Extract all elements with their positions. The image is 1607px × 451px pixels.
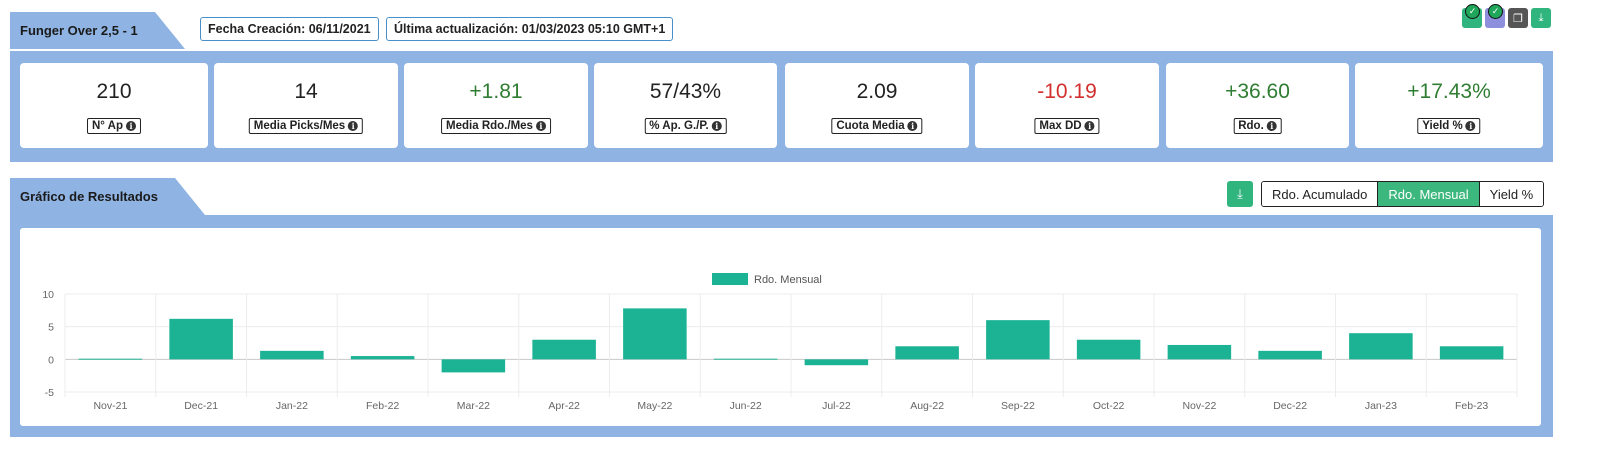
kpi-value: +1.81 — [469, 80, 523, 103]
x-tick-label: May-22 — [637, 400, 672, 412]
kpi-label[interactable]: Rdo. i — [1233, 118, 1282, 134]
kpi-value: 14 — [294, 80, 318, 103]
view-toggle-button[interactable]: Yield % — [1479, 182, 1544, 206]
view-toggle-button[interactable]: Rdo. Mensual — [1378, 182, 1480, 206]
chart-bar — [441, 359, 506, 373]
approve-check-icon[interactable]: ✓ — [1462, 4, 1482, 28]
x-tick-label: Feb-22 — [366, 400, 399, 412]
results-chart-tab: Gráfico de Resultados — [10, 178, 205, 215]
x-tick-label: Apr-22 — [548, 400, 580, 412]
kpi-label-text: Rdo. — [1238, 120, 1264, 132]
info-icon[interactable]: i — [1465, 121, 1476, 131]
chart-panel: -5 0 5 10 Nov-21 Dec-21 Jan-22 Feb-22 Mar-22 Apr-… — [10, 215, 1553, 437]
y-tick-label: 5 — [48, 322, 54, 334]
chart-bar — [1349, 333, 1413, 360]
kpi-label-text: Media Rdo./Mes — [446, 120, 533, 132]
legend-label: Rdo. Mensual — [754, 274, 822, 286]
kpi-card: -10.19 Max DD i — [975, 63, 1159, 148]
kpi-label-text: % Ap. G./P. — [649, 120, 709, 132]
x-tick-label: Feb-23 — [1455, 400, 1488, 412]
kpi-label-text: Max DD — [1039, 120, 1082, 132]
y-tick-label: 0 — [48, 354, 54, 366]
kpi-label-text: Cuota Media — [836, 120, 905, 132]
kpi-label[interactable]: Media Picks/Mes i — [248, 118, 364, 134]
kpi-label[interactable]: Cuota Media i — [831, 118, 923, 134]
x-tick-label: Mar-22 — [457, 400, 490, 412]
x-tick-label: Nov-21 — [93, 400, 127, 412]
x-tick-label: Dec-22 — [1273, 400, 1307, 412]
x-tick-label: Sep-22 — [1001, 400, 1035, 412]
download-icon: ⤓ — [1237, 186, 1243, 201]
kpi-value: 210 — [96, 80, 132, 103]
kpi-value: 57/43% — [649, 80, 722, 103]
chart-bar — [1439, 346, 1504, 360]
view-toggle-button[interactable]: Rdo. Acumulado — [1262, 182, 1379, 206]
x-tick-label: Aug-22 — [910, 400, 944, 412]
chart-bar — [1258, 350, 1322, 360]
kpi-label[interactable]: Max DD i — [1034, 118, 1100, 134]
kpi-card: 210 N° Ap i — [20, 63, 208, 148]
x-tick-label: Jan-23 — [1365, 400, 1397, 412]
info-icon[interactable]: i — [535, 121, 546, 131]
chart-bar — [895, 346, 959, 360]
legend-swatch — [712, 273, 748, 285]
x-tick-label: Nov-22 — [1182, 400, 1216, 412]
kpi-label-text: Yield % — [1422, 120, 1463, 132]
kpi-card: +36.60 Rdo. i — [1166, 63, 1349, 148]
x-tick-label: Jul-22 — [822, 400, 851, 412]
kpi-value: 2.09 — [856, 80, 898, 103]
kpi-value: +36.60 — [1225, 80, 1290, 103]
chart-bar — [350, 356, 415, 360]
creation-date-badge: Fecha Creación: 06/11/2021 — [200, 17, 379, 41]
chart-bar — [532, 339, 596, 360]
info-icon[interactable]: i — [126, 121, 137, 131]
x-tick-label: Oct-22 — [1093, 400, 1125, 412]
copy-icon[interactable]: ❐ — [1508, 8, 1528, 28]
x-tick-label: Dec-21 — [184, 400, 218, 412]
monthly-results-chart: -5 0 5 10 Nov-21 Dec-21 Jan-22 Feb-22 Mar-22 Apr-… — [42, 273, 1518, 412]
kpi-card: 14 Media Picks/Mes i — [214, 63, 398, 148]
x-tick-label: Jun-22 — [730, 400, 762, 412]
chart-view-toggle: Rdo. Acumulado Rdo. Mensual Yield % — [1261, 181, 1545, 207]
chart-bar — [623, 308, 687, 360]
info-icon[interactable]: i — [907, 121, 918, 131]
chart-card: -5 0 5 10 Nov-21 Dec-21 Jan-22 Feb-22 Mar-22 Apr-… — [20, 228, 1541, 426]
kpi-value: -10.19 — [1037, 80, 1097, 103]
download-icon[interactable]: ⤓ — [1531, 8, 1551, 28]
verify-check-icon[interactable]: ✓ — [1485, 4, 1505, 28]
kpi-card: +17.43% Yield % i — [1355, 63, 1543, 148]
info-icon[interactable]: i — [711, 121, 722, 131]
x-tick-label: Jan-22 — [276, 400, 308, 412]
chart-bar — [260, 350, 324, 360]
kpi-label[interactable]: Yield % i — [1417, 118, 1481, 134]
kpi-label[interactable]: Media Rdo./Mes i — [441, 118, 551, 134]
chart-bar — [169, 318, 233, 360]
info-icon[interactable]: i — [1266, 121, 1277, 131]
toolbar-icons: ✓ ✓ ❐ ⤓ — [1462, 4, 1551, 28]
kpi-value: +17.43% — [1407, 80, 1491, 103]
download-chart-button[interactable]: ⤓ — [1227, 181, 1253, 207]
chart-bar — [804, 359, 869, 366]
chart-bar — [713, 358, 778, 360]
strategy-title-tab: Funger Over 2,5 - 1 — [10, 12, 185, 49]
kpi-label[interactable]: % Ap. G./P. i — [644, 118, 727, 134]
kpi-card: 57/43% % Ap. G./P. i — [594, 63, 777, 148]
info-icon[interactable]: i — [1084, 121, 1095, 131]
chart-bar — [1167, 344, 1232, 360]
last-update-badge: Última actualización: 01/03/2023 05:10 G… — [386, 17, 674, 41]
chart-bar — [986, 320, 1050, 360]
kpi-label[interactable]: N° Ap i — [86, 118, 142, 134]
chart-bar — [1076, 339, 1141, 360]
info-icon[interactable]: i — [348, 121, 359, 131]
kpi-label-text: Media Picks/Mes — [253, 120, 346, 132]
chart-bar — [78, 358, 143, 360]
strategy-title: Funger Over 2,5 - 1 — [20, 23, 138, 38]
y-tick-label: -5 — [45, 387, 54, 399]
results-chart-title: Gráfico de Resultados — [20, 189, 158, 204]
kpi-card: 2.09 Cuota Media i — [785, 63, 969, 148]
kpi-card: +1.81 Media Rdo./Mes i — [404, 63, 588, 148]
kpi-label-text: N° Ap — [91, 120, 124, 132]
kpi-panel: 210 N° Ap i 14 Media Picks/Mes i +1.81 Media Rd… — [10, 51, 1553, 162]
y-tick-label: 10 — [42, 289, 54, 301]
